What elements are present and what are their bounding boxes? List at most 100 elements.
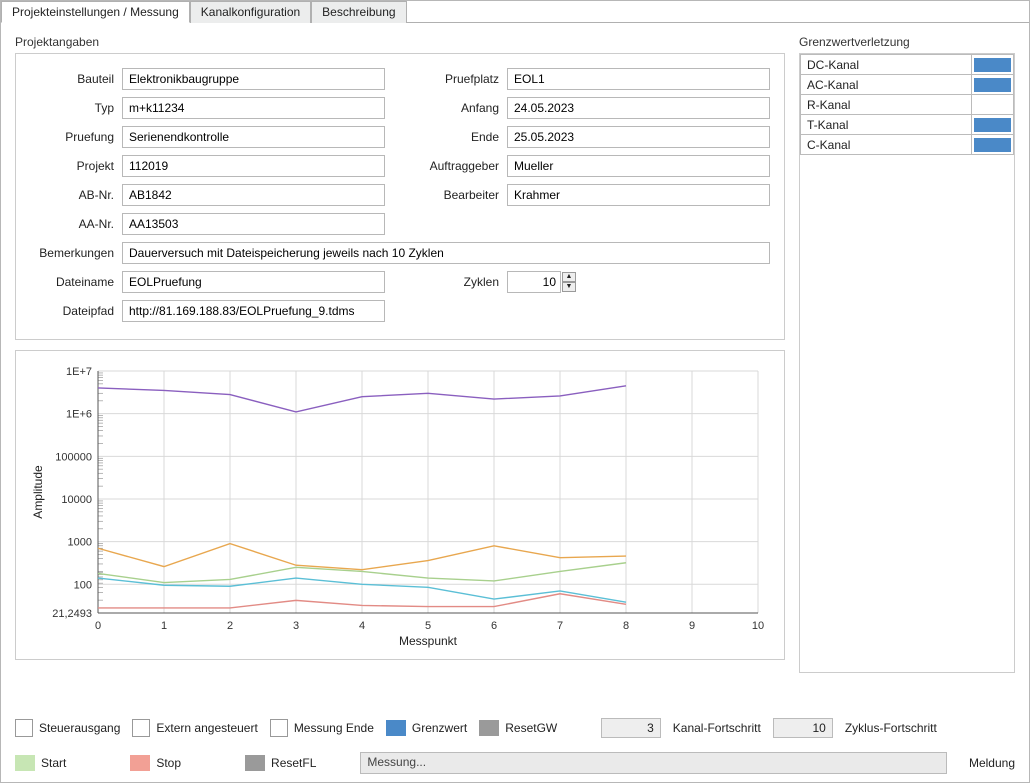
label-stop: Stop: [156, 756, 181, 770]
tab-bar: Projekteinstellungen / Messung Kanalkonf…: [1, 1, 1029, 23]
svg-text:1E+7: 1E+7: [66, 366, 92, 378]
gv-label: T-Kanal: [801, 115, 972, 135]
input-auftraggeber[interactable]: [507, 155, 770, 177]
input-zyklen[interactable]: [507, 271, 561, 293]
button-start[interactable]: [15, 755, 35, 771]
input-pruefplatz[interactable]: [507, 68, 770, 90]
svg-text:21,2493: 21,2493: [52, 608, 92, 620]
zyklen-down-button[interactable]: ▼: [562, 282, 576, 292]
label-grenzwert: Grenzwert: [412, 721, 467, 735]
svg-text:100: 100: [74, 579, 92, 591]
label-zyklus-fortschritt: Zyklus-Fortschritt: [845, 721, 937, 735]
gv-label: R-Kanal: [801, 95, 972, 115]
svg-text:1E+6: 1E+6: [66, 409, 92, 421]
input-anfang[interactable]: [507, 97, 770, 119]
gv-label: AC-Kanal: [801, 75, 972, 95]
label-bauteil: Bauteil: [30, 72, 122, 86]
checkbox-steuerausgang[interactable]: [15, 719, 33, 737]
panel-projektangaben: Bauteil Typ Pruefung Projekt AB-Nr. AA-N…: [15, 53, 785, 340]
label-zyklen: Zyklen: [415, 275, 507, 289]
label-abnr: AB-Nr.: [30, 188, 122, 202]
gv-row-r: R-Kanal: [801, 95, 1014, 115]
label-aanr: AA-Nr.: [30, 217, 122, 231]
input-projekt[interactable]: [122, 155, 385, 177]
label-ende: Ende: [415, 130, 507, 144]
gv-label: C-Kanal: [801, 135, 972, 155]
button-resetfl[interactable]: [245, 755, 265, 771]
input-aanr[interactable]: [122, 213, 385, 235]
gv-row-ac: AC-Kanal: [801, 75, 1014, 95]
label-kanal-fortschritt: Kanal-Fortschritt: [673, 721, 761, 735]
svg-text:7: 7: [557, 620, 563, 632]
label-dateipfad: Dateipfad: [30, 304, 122, 318]
section-title-projektangaben: Projektangaben: [15, 35, 785, 49]
svg-text:2: 2: [227, 620, 233, 632]
svg-text:8: 8: [623, 620, 629, 632]
svg-text:4: 4: [359, 620, 365, 632]
svg-text:6: 6: [491, 620, 497, 632]
input-pruefung[interactable]: [122, 126, 385, 148]
label-dateiname: Dateiname: [30, 275, 122, 289]
input-typ[interactable]: [122, 97, 385, 119]
gv-label: DC-Kanal: [801, 55, 972, 75]
label-start: Start: [41, 756, 66, 770]
button-stop[interactable]: [130, 755, 150, 771]
display-kanal-fortschritt: 3: [601, 718, 661, 738]
svg-text:100000: 100000: [55, 451, 92, 463]
label-typ: Typ: [30, 101, 122, 115]
app-window: Projekteinstellungen / Messung Kanalkonf…: [0, 0, 1030, 783]
tab-beschreibung[interactable]: Beschreibung: [311, 1, 406, 23]
input-dateipfad[interactable]: [122, 300, 385, 322]
label-bemerkungen: Bemerkungen: [30, 246, 122, 260]
indicator-r: [974, 98, 1011, 112]
svg-text:5: 5: [425, 620, 431, 632]
label-resetgw: ResetGW: [505, 721, 557, 735]
indicator-t: [974, 118, 1011, 132]
display-zyklus-fortschritt: 10: [773, 718, 833, 738]
svg-text:0: 0: [95, 620, 101, 632]
section-title-grenzwert: Grenzwertverletzung: [799, 35, 1015, 49]
swatch-resetgw: [479, 720, 499, 736]
indicator-c: [974, 138, 1011, 152]
svg-text:Amplitude: Amplitude: [31, 465, 45, 519]
tab-kanalkonfiguration[interactable]: Kanalkonfiguration: [190, 1, 311, 23]
input-bemerkungen[interactable]: [122, 242, 770, 264]
svg-text:1000: 1000: [68, 537, 92, 549]
label-bearbeiter: Bearbeiter: [415, 188, 507, 202]
label-resetfl: ResetFL: [271, 756, 316, 770]
label-projekt: Projekt: [30, 159, 122, 173]
svg-text:10: 10: [752, 620, 764, 632]
label-steuerausgang: Steuerausgang: [39, 721, 120, 735]
label-pruefplatz: Pruefplatz: [415, 72, 507, 86]
amplitude-chart: 21,2493 100 1000 10000 100000 1E+6 1E+7 0 1 2 3 4 5 6…: [28, 361, 768, 649]
tab-projekteinstellungen[interactable]: Projekteinstellungen / Messung: [1, 1, 190, 23]
svg-text:3: 3: [293, 620, 299, 632]
checkbox-extern[interactable]: [132, 719, 150, 737]
input-ende[interactable]: [507, 126, 770, 148]
svg-text:9: 9: [689, 620, 695, 632]
input-dateiname[interactable]: [122, 271, 385, 293]
label-auftraggeber: Auftraggeber: [415, 159, 507, 173]
zyklen-up-button[interactable]: ▲: [562, 272, 576, 282]
bottom-bar: Steuerausgang Extern angesteuert Messung…: [15, 718, 1015, 774]
svg-text:Messpunkt: Messpunkt: [399, 634, 458, 648]
input-bauteil[interactable]: [122, 68, 385, 90]
input-bearbeiter[interactable]: [507, 184, 770, 206]
gv-row-t: T-Kanal: [801, 115, 1014, 135]
checkbox-messung-ende[interactable]: [270, 719, 288, 737]
chart-panel: 21,2493 100 1000 10000 100000 1E+6 1E+7 0 1 2 3 4 5 6…: [15, 350, 785, 660]
label-anfang: Anfang: [415, 101, 507, 115]
content-area: Projektangaben Bauteil Typ Pruefung Proj…: [1, 23, 1029, 782]
indicator-ac: [974, 78, 1011, 92]
panel-grenzwert: DC-Kanal AC-Kanal R-Kanal T-Kanal C-Kana…: [799, 53, 1015, 673]
indicator-dc: [974, 58, 1011, 72]
gv-row-dc: DC-Kanal: [801, 55, 1014, 75]
label-pruefung: Pruefung: [30, 130, 122, 144]
svg-text:1: 1: [161, 620, 167, 632]
label-messung-ende: Messung Ende: [294, 721, 374, 735]
grenzwert-table: DC-Kanal AC-Kanal R-Kanal T-Kanal C-Kana…: [800, 54, 1014, 155]
input-abnr[interactable]: [122, 184, 385, 206]
svg-text:10000: 10000: [61, 494, 92, 506]
gv-row-c: C-Kanal: [801, 135, 1014, 155]
label-extern: Extern angesteuert: [156, 721, 257, 735]
